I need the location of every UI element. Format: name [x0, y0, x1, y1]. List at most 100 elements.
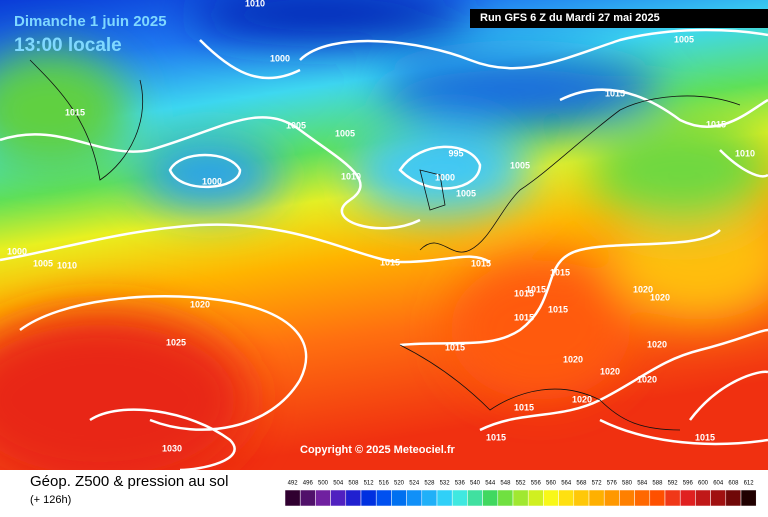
- isobar-label: 1030: [162, 443, 182, 453]
- map-date: Dimanche 1 juin 2025: [14, 13, 167, 30]
- colorbar-swatch: [573, 489, 590, 507]
- run-info: Run GFS 6 Z du Mardi 27 mai 2025: [480, 12, 660, 24]
- colorbar-label: 528: [424, 481, 435, 487]
- colorbar-label: 492: [288, 481, 299, 487]
- isobar-label: 1015: [514, 312, 534, 322]
- colorbar-label: 580: [622, 481, 633, 487]
- colorbar-swatch: [482, 489, 499, 507]
- isobar-label: 1020: [190, 299, 210, 309]
- colorbar-swatch: [558, 489, 575, 507]
- isobar-label: 1005: [510, 160, 530, 170]
- isobar-label: 1025: [166, 337, 186, 347]
- isobar-label: 1015: [605, 88, 625, 98]
- colorbar-swatch: [725, 489, 742, 507]
- copyright: Copyright © 2025 Meteociel.fr: [300, 444, 456, 456]
- colorbar-label: 584: [637, 481, 648, 487]
- colorbar-swatch: [603, 489, 620, 507]
- colorbar-swatch: [391, 489, 407, 507]
- colorbar-swatch: [436, 489, 453, 507]
- colorbar-label: 568: [576, 481, 587, 487]
- isobar-label: 1005: [674, 34, 694, 44]
- isobar-label: 1015: [471, 258, 491, 268]
- colorbar-swatch: [299, 489, 316, 507]
- colorbar-label: 600: [698, 481, 709, 487]
- isobar-label: 1015: [706, 119, 726, 129]
- isobar-label: 1020: [600, 366, 620, 376]
- isobar-label: 1000: [202, 176, 222, 186]
- colorbar-swatch: [649, 489, 666, 507]
- colorbar-label: 592: [668, 481, 679, 487]
- isobar-label: 1020: [647, 339, 667, 349]
- isobar-label: 1010: [341, 171, 361, 181]
- colorbar-swatch: [467, 489, 483, 507]
- isobar-label: 1020: [572, 394, 592, 404]
- isobar-label: 1000: [270, 53, 290, 63]
- isobar-label: 1015: [380, 257, 400, 267]
- colorbar-label: 496: [303, 481, 314, 487]
- colorbar-swatch: [527, 489, 544, 507]
- colorbar-label: 596: [683, 481, 694, 487]
- colorbar-swatch: [406, 489, 423, 507]
- colorbar-label: 540: [470, 481, 481, 487]
- colorbar-label: 516: [379, 481, 390, 487]
- colorbar-label: 608: [728, 481, 739, 487]
- isobar-label: 1020: [637, 374, 657, 384]
- footer-lead: (+ 126h): [30, 494, 71, 506]
- colorbar-swatch: [710, 489, 727, 507]
- colorbar-swatch: [512, 489, 529, 507]
- colorbar-label: 520: [394, 481, 405, 487]
- colorbar-swatch: [375, 489, 392, 507]
- colorbar-swatch: [634, 489, 651, 507]
- colorbar-label: 512: [364, 481, 375, 487]
- isobar-label: 1005: [286, 120, 306, 130]
- isobar-label: 1010: [735, 148, 755, 158]
- isobar-label: 1015: [550, 267, 570, 277]
- colorbar-label: 572: [592, 481, 603, 487]
- colorbar-label: 564: [561, 481, 572, 487]
- isobar-label: 1010: [57, 260, 77, 270]
- isobar-label: 1005: [335, 128, 355, 138]
- colorbar-swatch: [345, 489, 362, 507]
- isobar-label: 995: [448, 148, 463, 158]
- isobar-label: 1020: [650, 292, 670, 302]
- isobar-label: 1015: [695, 432, 715, 442]
- colorbar-swatch: [284, 489, 301, 507]
- colorbar-label: 548: [500, 481, 511, 487]
- colorbar-label: 604: [713, 481, 724, 487]
- colorbar-swatch: [695, 489, 711, 507]
- colorbar-swatch: [543, 489, 559, 507]
- colorbar-swatch: [740, 489, 757, 507]
- colorbar-swatch: [619, 489, 635, 507]
- colorbar-swatch: [360, 489, 377, 507]
- isobar-label: 1005: [456, 188, 476, 198]
- isobar-label: 1000: [7, 246, 27, 256]
- colorbar-swatch: [588, 489, 605, 507]
- map-time: 13:00 locale: [14, 35, 122, 56]
- colorbar-label: 508: [348, 481, 359, 487]
- isobar-label: 1010: [245, 0, 265, 8]
- colorbar-swatch: [330, 489, 347, 507]
- colorbar-swatch: [664, 489, 681, 507]
- colorbar-swatch: [315, 489, 331, 507]
- isobar-label: 1020: [563, 354, 583, 364]
- colorbar-label: 536: [455, 481, 466, 487]
- colorbar-label: 500: [318, 481, 329, 487]
- isobar-label: 1015: [526, 284, 546, 294]
- footer-title: Géop. Z500 & pression au sol: [30, 473, 228, 490]
- colorbar-label: 524: [409, 481, 420, 487]
- colorbar-swatch: [421, 489, 438, 507]
- colorbar-label: 560: [546, 481, 557, 487]
- colorbar-label: 532: [440, 481, 451, 487]
- colorbar-swatch: [679, 489, 696, 507]
- colorbar-swatch: [451, 489, 468, 507]
- run-box: [470, 9, 768, 28]
- isobar-label: 1000: [435, 172, 455, 182]
- colorbar-label: 576: [607, 481, 618, 487]
- colorbar-label: 544: [485, 481, 496, 487]
- isobar-label: 1015: [486, 432, 506, 442]
- colorbar-label: 588: [652, 481, 663, 487]
- isobar-label: 1015: [65, 107, 85, 117]
- isobar-label: 1015: [514, 288, 534, 298]
- isobar-label: 1015: [445, 342, 465, 352]
